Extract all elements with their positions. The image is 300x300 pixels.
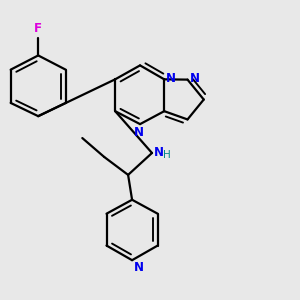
Text: N: N <box>134 126 144 139</box>
Text: N: N <box>166 72 176 85</box>
Text: H: H <box>163 150 171 160</box>
Text: N: N <box>190 72 200 85</box>
Text: N: N <box>154 146 164 160</box>
Text: N: N <box>134 261 144 274</box>
Text: F: F <box>34 22 42 35</box>
